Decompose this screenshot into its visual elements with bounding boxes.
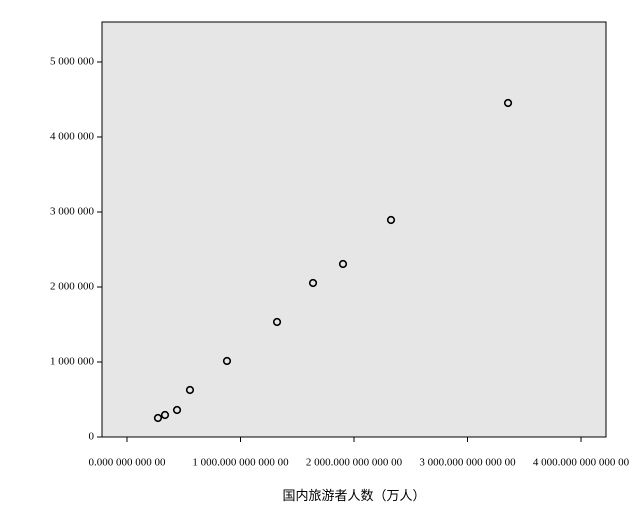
y-tick-label: 1 000 000 [50, 356, 95, 368]
x-tick-label: 0.000 000 000 00 [88, 457, 166, 469]
x-tick-label: 1 000.000 000 000 00 [192, 457, 289, 469]
point [503, 98, 513, 108]
y-tick-label: 3 000 000 [50, 206, 95, 218]
point [153, 413, 163, 423]
point [386, 215, 396, 225]
point [222, 356, 232, 366]
x-tick-label: 3 000.000 000 000 00 [419, 457, 516, 469]
x-tick-label: 4 000.000 000 000 00 [533, 457, 630, 469]
x-axis-title: 国内旅游者人数（万人） [282, 488, 425, 503]
point [160, 410, 170, 420]
point [172, 405, 182, 415]
y-tick-label: 4 000 000 [50, 131, 95, 143]
point [338, 259, 348, 269]
point [272, 317, 282, 327]
y-tick-label: 2 000 000 [50, 281, 95, 293]
plot-area [101, 21, 607, 438]
y-tick-label: 0 [89, 431, 95, 443]
point [308, 278, 318, 288]
x-tick-label: 2 000.000 000 000 00 [306, 457, 403, 469]
y-tick-label: 5 000 000 [50, 56, 95, 68]
point [185, 385, 195, 395]
